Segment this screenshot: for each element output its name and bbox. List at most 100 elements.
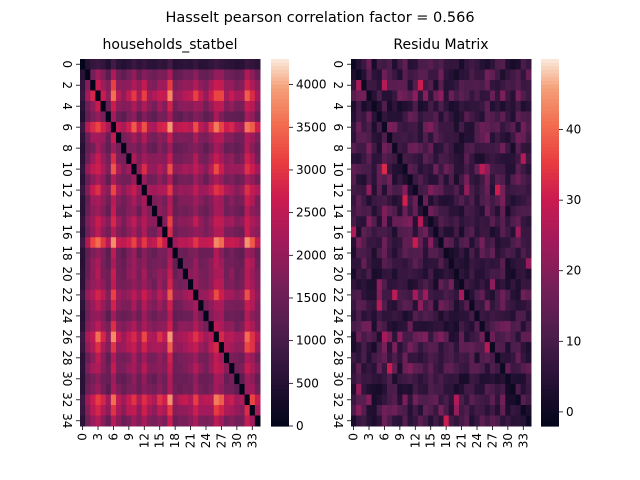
heatmap-cell: [249, 142, 256, 154]
heatmap-cell: [392, 373, 398, 385]
heatmap-cell: [412, 174, 419, 186]
heatmap-residu-matrix: Residu Matrix 02468101214161820222426283…: [331, 37, 581, 448]
heatmap-cell: [469, 300, 475, 312]
heatmap-cell: [234, 415, 240, 427]
heatmap-cell: [371, 205, 378, 217]
heatmap-cell: [193, 415, 199, 427]
heatmap-cell: [387, 310, 393, 322]
heatmap-cell: [361, 59, 367, 70]
heatmap-cell: [121, 79, 127, 91]
heatmap-cell: [193, 153, 199, 165]
colorbar-tick-label: 10: [566, 334, 581, 348]
heatmap-cell: [249, 384, 256, 396]
heatmap-cell: [402, 100, 409, 112]
heatmap-cell: [407, 415, 414, 427]
x-tick-label: 33: [516, 433, 530, 448]
heatmap-cell: [254, 174, 261, 186]
heatmap-cell: [85, 363, 91, 375]
colorbar-tick-label: 0: [296, 419, 304, 433]
heatmap-cell: [469, 132, 475, 144]
heatmap-cell: [90, 247, 96, 259]
colorbar-segment: [541, 84, 559, 89]
heatmap-cell: [366, 394, 373, 406]
heatmap-cell: [136, 132, 143, 144]
heatmap-cell: [438, 415, 445, 427]
heatmap-cell: [198, 300, 204, 312]
heatmap-cell: [239, 184, 246, 196]
heatmap-cell: [381, 100, 388, 112]
heatmap-cell: [407, 247, 414, 259]
heatmap-cell: [141, 132, 148, 144]
heatmap-cell: [479, 394, 486, 406]
colorbar-segment: [271, 147, 289, 152]
heatmap-cell: [126, 310, 132, 322]
heatmap-cell: [188, 321, 194, 333]
colorbar-segment: [541, 396, 559, 401]
heatmap-cell: [438, 321, 445, 333]
heatmap-cell: [453, 111, 460, 123]
heatmap-cell: [484, 405, 491, 417]
heatmap-cell: [433, 226, 439, 238]
heatmap-cell: [464, 111, 470, 123]
heatmap-cell: [244, 373, 251, 385]
heatmap-cell: [356, 59, 362, 70]
heatmap-cell: [448, 163, 455, 175]
heatmap-cell: [116, 226, 122, 238]
heatmap-cell: [80, 300, 86, 312]
heatmap-cell: [146, 59, 153, 70]
heatmap-cell: [110, 79, 117, 91]
heatmap-cell: [224, 142, 230, 154]
heatmap-cell: [85, 258, 91, 270]
heatmap-cell: [387, 415, 393, 427]
heatmap-cell: [356, 184, 362, 196]
heatmap-cell: [484, 226, 491, 238]
heatmap-cell: [366, 331, 373, 343]
heatmap-cell: [376, 342, 383, 354]
heatmap-cell: [131, 195, 138, 207]
heatmap-cell: [500, 394, 506, 406]
heatmap-cell: [459, 279, 465, 291]
heatmap-cell: [80, 373, 86, 385]
heatmap-cell: [351, 69, 357, 81]
heatmap-cell: [131, 121, 138, 133]
heatmap-cell: [500, 384, 506, 396]
heatmap-cell: [177, 174, 184, 186]
heatmap-cell: [448, 111, 455, 123]
heatmap-cell: [407, 394, 414, 406]
heatmap-cell: [177, 195, 184, 207]
heatmap-cell: [126, 100, 132, 112]
heatmap-cell: [90, 394, 96, 406]
heatmap-cell: [505, 205, 511, 217]
heatmap-cell: [387, 100, 393, 112]
heatmap-cell: [239, 237, 246, 249]
heatmap-cell: [351, 216, 357, 228]
heatmap-cell: [193, 405, 199, 417]
heatmap-cell: [203, 111, 210, 123]
heatmap-cell: [453, 153, 460, 165]
heatmap-cell: [167, 415, 174, 427]
colorbar-tick-label: 1500: [296, 291, 327, 305]
heatmap-cell: [90, 310, 96, 322]
heatmap-cell: [249, 216, 256, 228]
heatmap-cell: [515, 163, 522, 175]
heatmap-cell: [464, 247, 470, 259]
heatmap-cell: [229, 363, 235, 375]
heatmap-cell: [376, 121, 383, 133]
heatmap-cell: [141, 69, 148, 81]
heatmap-cell: [495, 226, 501, 238]
colorbar-segment: [271, 356, 289, 361]
heatmap-cell: [234, 310, 240, 322]
heatmap-cell: [469, 363, 475, 375]
heatmap-cell: [443, 79, 450, 91]
heatmap-cell: [366, 247, 373, 259]
colorbar-segment: [271, 326, 289, 332]
heatmap-cell: [412, 237, 419, 249]
heatmap-cell: [402, 90, 409, 102]
heatmap-cell: [366, 121, 373, 133]
heatmap-cell: [157, 216, 163, 228]
heatmap-cell: [505, 300, 511, 312]
heatmap-cell: [177, 405, 184, 417]
heatmap-cell: [172, 59, 179, 70]
heatmap-cell: [525, 195, 532, 207]
heatmap-cell: [90, 226, 96, 238]
